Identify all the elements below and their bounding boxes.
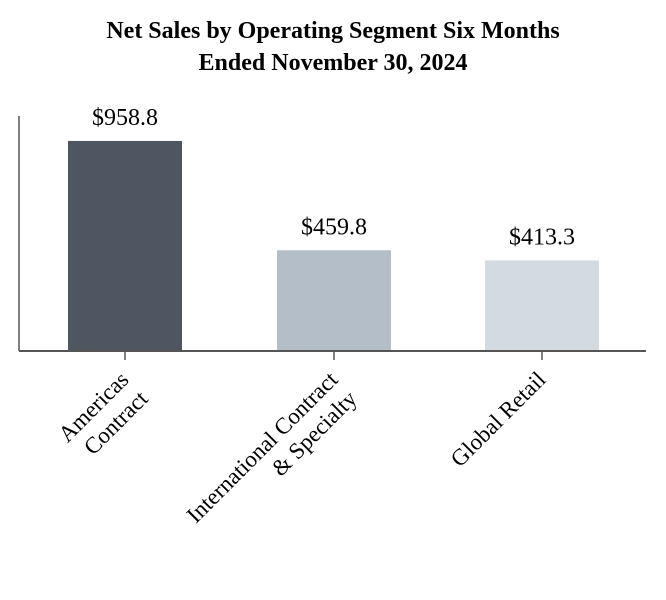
- data-label-2: $413.3: [509, 224, 575, 250]
- axes-group: [18, 116, 646, 360]
- data-label-0: $958.8: [92, 105, 158, 131]
- bars-group: [68, 140, 599, 351]
- bar-1: [277, 250, 391, 351]
- data-label-1: $459.8: [301, 214, 367, 240]
- category-label-2-line-0: Global Retail: [446, 367, 551, 472]
- bar-2: [485, 260, 599, 351]
- category-label-1: International Contract& Specialty: [182, 366, 362, 527]
- bar-0: [68, 140, 182, 351]
- category-label-2: Global Retail: [446, 367, 551, 472]
- chart-title-line-2: Ended November 30, 2024: [199, 50, 468, 76]
- data-labels-group: $958.8 $459.8 $413.3: [92, 105, 575, 251]
- category-label-1-line-0: International Contract: [182, 366, 343, 527]
- chart-title-line-1: Net Sales by Operating Segment Six Month…: [106, 18, 559, 44]
